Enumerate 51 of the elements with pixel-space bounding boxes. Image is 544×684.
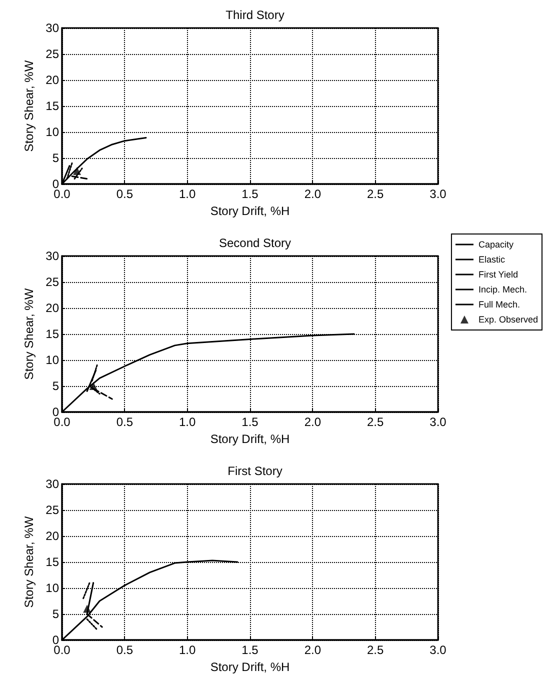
y-tick-label: 15 xyxy=(46,327,60,341)
y-tick-label: 10 xyxy=(46,125,60,139)
y-tick-label: 30 xyxy=(46,21,60,35)
y-tick-label: 25 xyxy=(46,275,60,289)
y-tick-label: 5 xyxy=(52,151,60,165)
y-tick-label: 15 xyxy=(46,555,60,569)
x-tick-label: 3.0 xyxy=(430,187,447,201)
x-tick-label: 1.5 xyxy=(242,415,259,429)
x-tick-label: 2.5 xyxy=(366,187,384,201)
legend-label: Capacity xyxy=(478,240,514,250)
chart-title: Second Story xyxy=(218,236,292,250)
y-tick-label: 15 xyxy=(46,99,60,113)
x-axis-title: Story Drift, %H xyxy=(210,432,290,446)
y-tick-label: 20 xyxy=(46,529,60,543)
x-axis-title: Story Drift, %H xyxy=(210,660,290,674)
x-axis-title: Story Drift, %H xyxy=(210,204,290,218)
x-tick-label: 2.5 xyxy=(366,643,384,657)
y-tick-label: 25 xyxy=(46,47,60,61)
y-axis-title: Story Shear, %W xyxy=(22,60,36,152)
x-tick-label: 2.5 xyxy=(366,415,384,429)
y-tick-label: 20 xyxy=(46,73,60,87)
x-tick-label: 1.5 xyxy=(242,187,259,201)
legend-label: Incip. Mech. xyxy=(478,284,528,294)
x-tick-label: 1.0 xyxy=(178,643,196,657)
x-tick-label: 3.0 xyxy=(430,415,447,429)
y-tick-label: 5 xyxy=(52,379,60,393)
x-tick-label: 2.0 xyxy=(304,415,322,429)
x-tick-label: 1.5 xyxy=(242,643,259,657)
x-tick-label: 0.5 xyxy=(116,187,134,201)
x-tick-label: 2.0 xyxy=(304,187,322,201)
legend-label: First Yield xyxy=(478,270,518,280)
legend-label: Exp. Observed xyxy=(478,314,538,324)
x-tick-label: 1.0 xyxy=(178,415,196,429)
legend-label: Elastic xyxy=(478,254,506,264)
y-tick-label: 10 xyxy=(46,353,60,367)
x-tick-label: 0.5 xyxy=(116,415,134,429)
y-axis-title: Story Shear, %W xyxy=(22,516,36,608)
y-tick-label: 30 xyxy=(46,477,60,491)
x-tick-label: 2.0 xyxy=(304,643,322,657)
y-axis-title: Story Shear, %W xyxy=(22,288,36,380)
chart-title: First Story xyxy=(228,464,282,478)
x-tick-label: 0.5 xyxy=(116,643,134,657)
y-tick-label: 10 xyxy=(46,581,60,595)
x-tick-label: 3.0 xyxy=(430,643,447,657)
y-tick-label: 25 xyxy=(46,503,60,517)
y-tick-label: 20 xyxy=(46,301,60,315)
chart-title: Third Story xyxy=(226,8,284,22)
x-tick-label: 1.0 xyxy=(178,187,196,201)
y-tick-label: 30 xyxy=(46,249,60,263)
legend-label: Full Mech. xyxy=(478,300,520,310)
y-tick-label: 5 xyxy=(52,607,60,621)
